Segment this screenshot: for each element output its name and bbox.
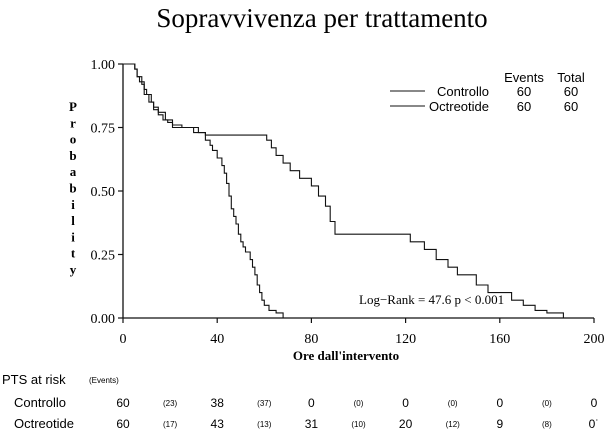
risk-table: PTS at risk (Events) Controllo Octreotid…	[2, 372, 599, 431]
risk-cell-at-risk: 0	[591, 396, 598, 410]
y-axis-label-letter: b	[69, 148, 76, 163]
legend-label-octreotide: Octreotide	[429, 99, 489, 114]
y-tick-label: 0.75	[91, 122, 116, 137]
risk-cell-at-risk: 60	[116, 396, 130, 410]
legend-total-octreotide: 60	[564, 99, 578, 114]
x-tick-label: 200	[584, 332, 605, 347]
x-tick-label: 80	[304, 332, 318, 347]
legend-header-total: Total	[557, 70, 585, 85]
x-tick-label: 120	[395, 332, 416, 347]
risk-table-label: PTS at risk	[2, 372, 66, 387]
risk-cell-at-risk: 9	[496, 417, 503, 431]
risk-cell-at-risk: 60	[116, 417, 130, 431]
y-axis-label-letter: i	[71, 229, 75, 244]
y-axis-label-letter: a	[70, 164, 77, 179]
y-tick-label: 0.00	[91, 312, 116, 327]
y-axis-label-letter: b	[69, 181, 76, 196]
x-tick-label: 160	[489, 332, 510, 347]
risk-cell-events: (12)	[446, 420, 461, 429]
y-axis-label-letter: P	[69, 99, 77, 114]
series-group	[123, 63, 564, 318]
y-axis-label-letter: l	[71, 213, 75, 228]
y-tick-label: 1.00	[91, 58, 116, 73]
risk-cell-at-risk: 38	[211, 396, 225, 410]
risk-cells: 60 38 0 0 0 0 (23) (37) (0) (0) (0) 60 43 31 20 9 0˙ (17)…	[116, 396, 599, 431]
y-axis-label-letter: o	[70, 132, 77, 147]
y-axis-label-letter: y	[70, 262, 77, 277]
risk-cell-events: (17)	[163, 420, 178, 429]
risk-cell-events: (10)	[351, 420, 366, 429]
y-tick-label: 0.50	[91, 185, 116, 200]
log-rank-annotation: Log−Rank = 47.6 p < 0.001	[359, 292, 504, 307]
risk-cell-at-risk: 43	[211, 417, 225, 431]
risk-cell-events: (37)	[257, 399, 272, 408]
y-axis-label-letter: i	[71, 197, 75, 212]
risk-cell-events: (0)	[354, 399, 364, 408]
x-tick-label: 0	[120, 332, 127, 347]
risk-table-events-label: (Events)	[89, 376, 119, 385]
risk-cell-at-risk: 0	[308, 396, 315, 410]
legend-label-controllo: Controllo	[437, 84, 489, 99]
y-axis-label-letter: t	[71, 246, 76, 261]
x-tick-label: 40	[210, 332, 224, 347]
x-axis-label: Ore dall'intervento	[293, 348, 399, 363]
risk-cell-events: (0)	[542, 399, 552, 408]
risk-cell-at-risk: 0˙	[589, 417, 600, 431]
risk-cell-at-risk: 0	[402, 396, 409, 410]
legend-events-octreotide: 60	[517, 99, 531, 114]
legend-total-controllo: 60	[564, 84, 578, 99]
risk-cell-events: (23)	[163, 399, 178, 408]
y-axis-label-letter: r	[70, 115, 76, 130]
risk-cell-events: (13)	[257, 420, 272, 429]
y-tick-label: 0.25	[91, 249, 116, 264]
risk-cell-events: (0)	[448, 399, 458, 408]
legend-header-events: Events	[504, 70, 544, 85]
legend: Events Total Controllo 60 60 Octreotide …	[390, 70, 585, 114]
risk-cell-events: (8)	[542, 420, 552, 429]
risk-cell-at-risk: 31	[305, 417, 319, 431]
x-ticks: 0 40 80 120 160 200	[120, 318, 605, 347]
legend-events-controllo: 60	[517, 84, 531, 99]
series-line-octreotide	[123, 63, 564, 318]
series-line-controllo	[123, 63, 284, 318]
risk-cell-at-risk: 0	[496, 396, 503, 410]
y-ticks: 0.00 0.25 0.50 0.75 1.00	[91, 58, 123, 327]
risk-row-label-octreotide: Octreotide	[14, 416, 74, 431]
risk-row-label-controllo: Controllo	[14, 395, 66, 410]
risk-cell-at-risk: 20	[399, 417, 413, 431]
chart-title: Sopravvivenza per trattamento	[156, 3, 487, 33]
